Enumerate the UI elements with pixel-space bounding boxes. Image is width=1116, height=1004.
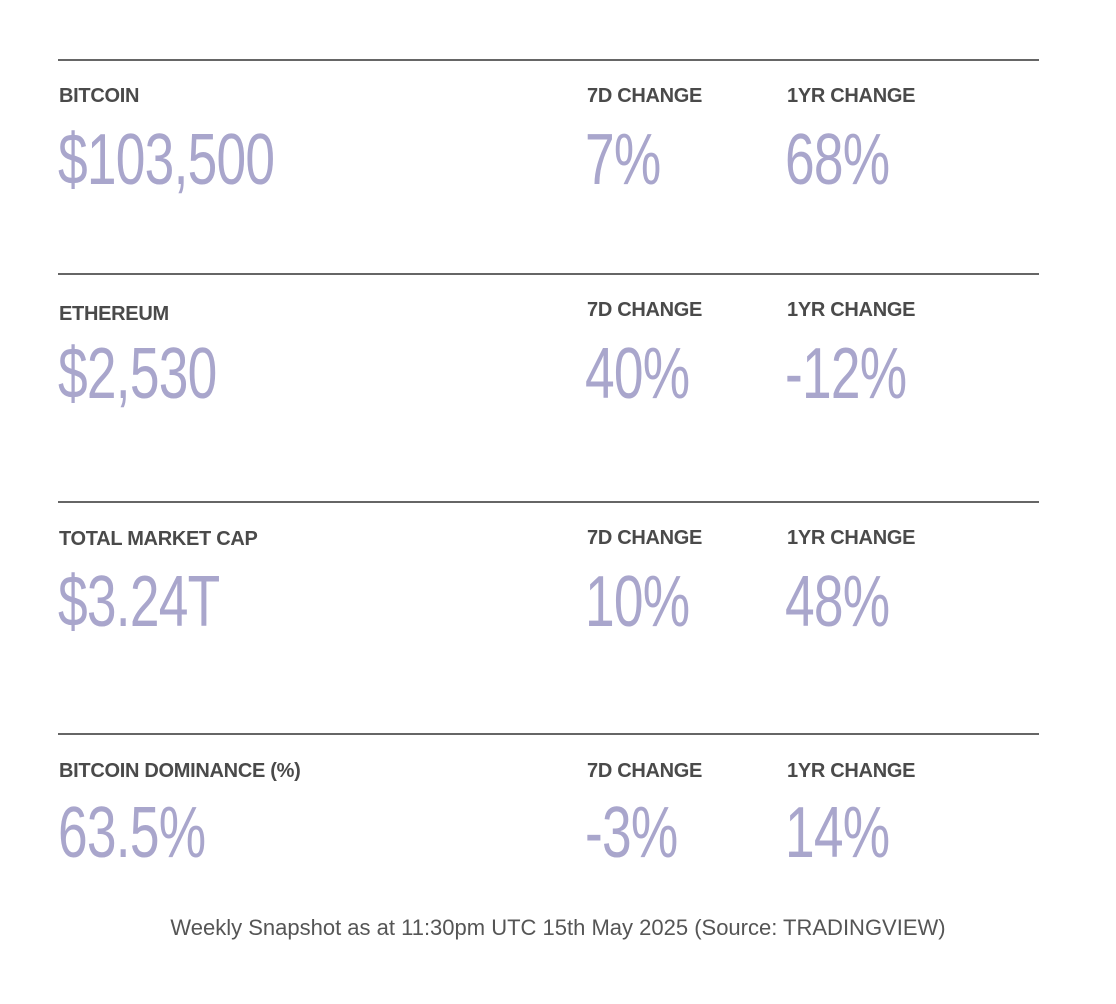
row-divider bbox=[58, 501, 1039, 503]
market-cap-7d-change-label: 7D CHANGE bbox=[587, 527, 703, 549]
ethereum-7d-change-value: 40% bbox=[585, 334, 690, 414]
ethereum-price: $2,530 bbox=[58, 334, 217, 414]
bitcoin-1yr-change-label: 1YR CHANGE bbox=[787, 85, 916, 107]
dominance-7d-change-label: 7D CHANGE bbox=[587, 760, 703, 782]
row-title-bitcoin-dominance: BITCOIN DOMINANCE (%) bbox=[59, 760, 301, 782]
ethereum-1yr-change-label: 1YR CHANGE bbox=[787, 299, 916, 321]
market-cap-7d-change-value: 10% bbox=[585, 562, 690, 642]
bitcoin-7d-change-value: 7% bbox=[585, 120, 661, 200]
dominance-1yr-change-value: 14% bbox=[785, 793, 890, 873]
market-cap-1yr-change-value: 48% bbox=[785, 562, 890, 642]
row-title-ethereum: ETHEREUM bbox=[59, 303, 169, 325]
market-cap-1yr-change-label: 1YR CHANGE bbox=[787, 527, 916, 549]
bitcoin-1yr-change-value: 68% bbox=[785, 120, 890, 200]
row-title-bitcoin: BITCOIN bbox=[59, 85, 140, 107]
dominance-1yr-change-label: 1YR CHANGE bbox=[787, 760, 916, 782]
bitcoin-dominance-value: 63.5% bbox=[58, 793, 206, 873]
dominance-7d-change-value: -3% bbox=[585, 793, 678, 873]
bitcoin-7d-change-label: 7D CHANGE bbox=[587, 85, 703, 107]
ethereum-7d-change-label: 7D CHANGE bbox=[587, 299, 703, 321]
row-divider bbox=[58, 59, 1039, 61]
row-title-total-market-cap: TOTAL MARKET CAP bbox=[59, 528, 258, 550]
ethereum-1yr-change-value: -12% bbox=[785, 334, 907, 414]
row-divider bbox=[58, 733, 1039, 735]
row-divider bbox=[58, 273, 1039, 275]
bitcoin-price: $103,500 bbox=[58, 120, 275, 200]
snapshot-source-footer: Weekly Snapshot as at 11:30pm UTC 15th M… bbox=[170, 915, 946, 940]
total-market-cap-value: $3.24T bbox=[58, 562, 220, 642]
